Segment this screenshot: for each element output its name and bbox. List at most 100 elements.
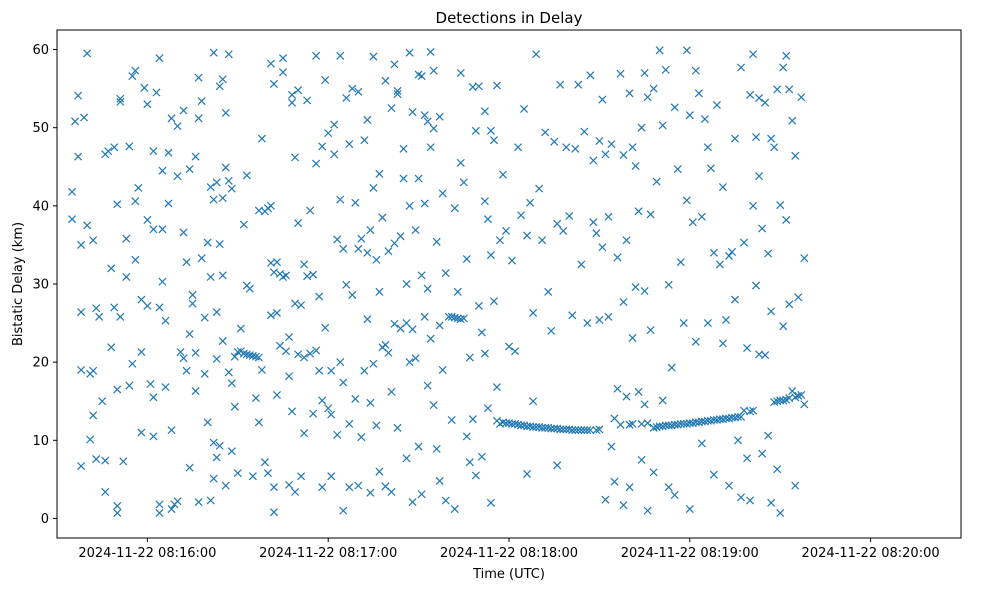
data-point [420,199,429,208]
data-point [800,400,809,409]
data-point [767,134,776,143]
data-point [423,284,432,293]
data-point [604,212,613,221]
data-point [318,483,327,492]
data-point [764,249,773,258]
data-point [363,315,372,324]
data-point [646,326,655,335]
data-point [752,133,761,142]
data-point [523,231,532,240]
data-point [312,51,321,60]
data-point [333,235,342,244]
data-point [709,248,718,257]
data-point [242,171,251,180]
data-point [737,493,746,502]
data-point [694,89,703,98]
data-point [634,207,643,216]
x-tick-label: 2024-11-22 08:16:00 [78,546,216,561]
data-point [471,126,480,135]
data-point [233,469,242,478]
data-point [218,194,227,203]
data-point [92,455,101,464]
data-point [333,430,342,439]
data-point [740,238,749,247]
data-point [791,151,800,160]
data-point [191,348,200,357]
data-point [245,351,254,360]
data-point [604,312,613,321]
data-point [387,387,396,396]
data-point [749,50,758,59]
data-point [589,218,598,227]
data-point [700,115,709,124]
data-point [613,253,622,262]
data-point [507,256,517,265]
data-point [209,195,218,204]
data-point [724,251,733,260]
y-tick-label: 30 [32,278,49,293]
data-point [703,319,712,328]
data-point [408,108,417,117]
data-point [414,174,423,183]
data-point [450,313,459,322]
data-point [393,90,402,99]
data-point [489,297,498,306]
data-point [679,319,688,328]
data-point [74,152,83,161]
data-point [336,358,345,367]
data-point [354,481,363,490]
data-point [426,334,435,343]
data-point [291,487,300,496]
data-point [797,93,806,102]
data-point [712,101,721,110]
data-point [471,471,480,480]
data-point [227,447,236,456]
data-point [743,454,752,463]
data-point [89,236,98,245]
data-point [474,301,483,310]
data-point [782,215,791,224]
data-point [583,426,592,435]
data-point [327,410,336,419]
data-point [511,347,520,356]
data-point [426,143,435,152]
data-point [260,458,269,467]
data-point [625,89,634,98]
data-point [164,148,173,157]
data-point [580,127,589,136]
data-point [746,90,755,99]
data-point [462,254,471,264]
data-point [730,134,740,143]
data-point [218,75,227,84]
data-point [779,396,788,405]
data-point [788,387,797,396]
data-point [324,404,333,413]
data-point [125,142,134,151]
data-point [303,272,312,281]
data-point [788,116,797,125]
data-point [423,117,432,126]
data-point [390,60,399,69]
data-point [327,472,336,481]
data-point [429,124,438,133]
data-point [110,303,119,312]
data-point [342,93,351,103]
x-axis-label: Time (UTC) [472,567,545,582]
data-point [715,260,724,269]
data-point [616,69,625,78]
data-point [71,117,80,126]
data-point [562,143,571,152]
data-point [263,469,272,478]
data-point [254,353,263,362]
data-point [113,508,122,518]
data-point [532,50,541,59]
data-point [758,449,767,458]
data-point [477,328,486,337]
data-point [800,254,809,263]
data-point [191,152,200,161]
data-point [86,435,95,444]
data-point [474,82,483,91]
data-point [206,183,215,192]
data-point [441,496,450,505]
data-point [330,120,339,129]
